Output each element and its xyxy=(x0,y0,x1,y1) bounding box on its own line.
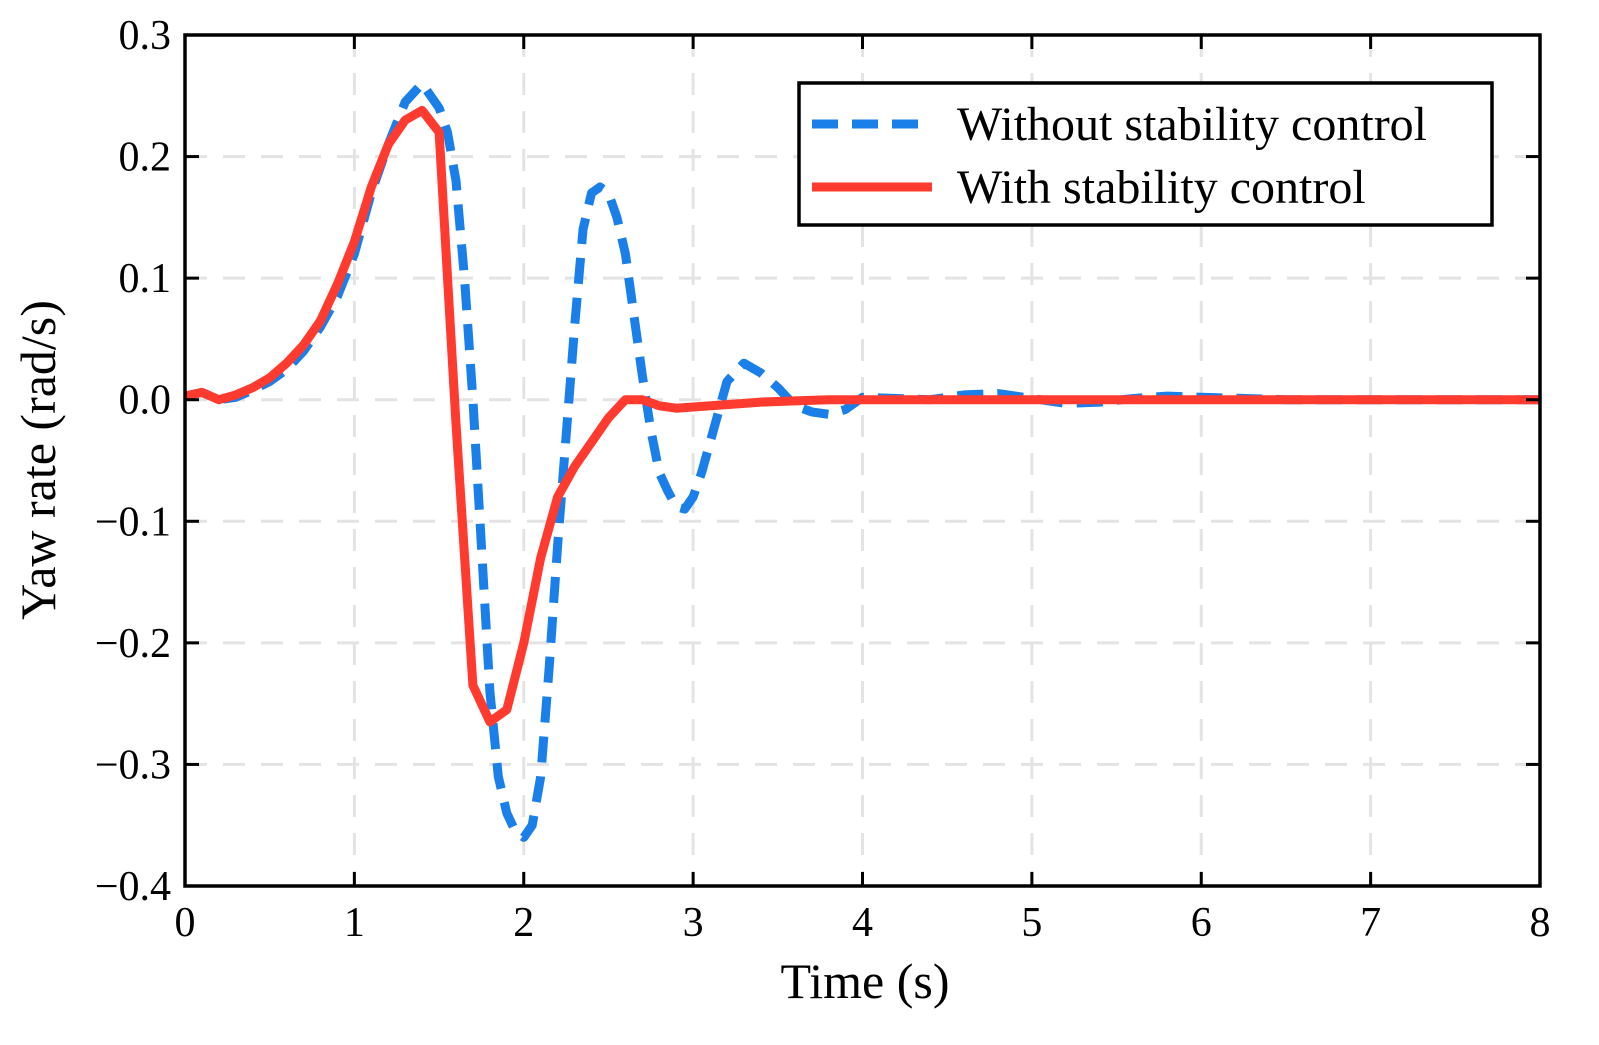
y-tick-label: −0.1 xyxy=(95,499,171,545)
y-tick-label: 0.3 xyxy=(119,13,172,59)
grid-lines xyxy=(185,35,1540,886)
y-tick-label: −0.2 xyxy=(95,621,171,667)
legend-box xyxy=(797,81,1494,227)
x-tick-label: 6 xyxy=(1191,900,1212,946)
y-tick-label: −0.4 xyxy=(95,864,171,910)
x-tick-label: 7 xyxy=(1360,900,1381,946)
x-tick-label: 4 xyxy=(852,900,873,946)
data-series xyxy=(185,79,1540,842)
x-tick-label: 1 xyxy=(344,900,365,946)
x-tick-label: 5 xyxy=(1021,900,1042,946)
y-tick-label: 0.1 xyxy=(119,256,172,302)
axis-ticks: 0 1 2 3 4 5 6 7 8 −0.4 −0.3 −0.2 −0.1 0.0 0.1 0.2 0.3 xyxy=(95,13,1551,946)
legend-label-without-control: Without stability control xyxy=(957,98,1427,151)
y-tick-label: −0.3 xyxy=(95,742,171,788)
legend: Without stability control With stability… xyxy=(797,81,1494,227)
x-tick-label: 0 xyxy=(175,900,196,946)
series-line-with-control xyxy=(185,105,1540,727)
x-tick-label: 3 xyxy=(683,900,704,946)
y-axis-title: Yaw rate (rad/s) xyxy=(10,300,66,620)
x-axis-title: Time (s) xyxy=(780,953,949,1009)
y-tick-label: 0.0 xyxy=(119,378,172,424)
y-tick-label: 0.2 xyxy=(119,135,172,181)
x-tick-label: 2 xyxy=(513,900,534,946)
x-tick-label: 8 xyxy=(1530,900,1551,946)
legend-label-with-control: With stability control xyxy=(957,161,1366,214)
